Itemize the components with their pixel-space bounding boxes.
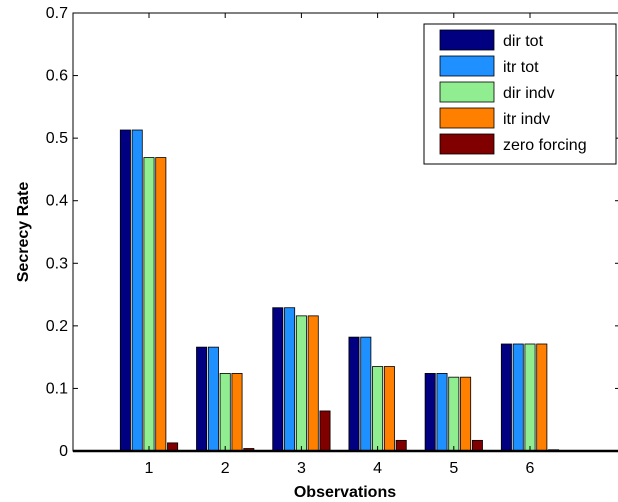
bar-dir-tot-1 xyxy=(119,129,131,452)
bar-zero-forcing-3 xyxy=(319,410,331,452)
bar-itr-tot-4 xyxy=(360,336,372,452)
legend-label-zero-forcing: zero forcing xyxy=(503,137,587,154)
bar-itr-tot-3 xyxy=(284,307,296,452)
y-tick-label: 0.7 xyxy=(46,5,68,22)
y-tick-label: 0.4 xyxy=(46,193,68,210)
bar-dir-tot-6 xyxy=(500,343,512,452)
x-tick-label: 2 xyxy=(221,460,230,477)
bar-zero-forcing-4 xyxy=(395,439,407,452)
bar-itr-tot-2 xyxy=(207,346,219,452)
legend-swatch-dir-indv xyxy=(439,81,495,103)
bar-itr-tot-6 xyxy=(512,343,524,452)
y-axis-title: Secrecy Rate xyxy=(15,182,32,283)
x-tick-label: 6 xyxy=(526,460,535,477)
legend: dir tot itr tot dir indv itr indv zero forci… xyxy=(423,23,617,165)
legend-label-itr-indv: itr indv xyxy=(503,111,550,128)
bars-layer xyxy=(119,129,560,452)
bar-itr-indv-2 xyxy=(231,373,243,452)
bar-zero-forcing-1 xyxy=(167,442,179,452)
legend-swatch-dir-tot xyxy=(439,29,495,51)
bar-dir-indv-3 xyxy=(295,315,307,452)
bar-itr-indv-1 xyxy=(155,157,167,452)
bar-itr-tot-1 xyxy=(131,129,143,452)
x-tick-label: 1 xyxy=(145,460,154,477)
axis-layer: 0 0.1 0.2 0.3 0.4 0.5 0.6 0.7 1 2 3 4 5 6 xyxy=(46,5,618,477)
y-tick-label: 0.2 xyxy=(46,318,68,335)
legend-label-dir-indv: dir indv xyxy=(503,85,555,102)
x-axis-title: Observations xyxy=(294,484,396,501)
bar-dir-indv-2 xyxy=(219,373,231,452)
bar-dir-indv-1 xyxy=(143,157,155,452)
bar-dir-tot-3 xyxy=(272,307,284,452)
bar-itr-indv-4 xyxy=(383,366,395,452)
y-tick-label: 0.5 xyxy=(46,130,68,147)
bar-dir-tot-2 xyxy=(196,346,208,452)
bar-itr-tot-5 xyxy=(436,373,448,452)
x-tick-label: 4 xyxy=(373,460,382,477)
y-tick-label: 0.1 xyxy=(46,380,68,397)
bar-dir-indv-6 xyxy=(524,343,536,452)
y-tick-label: 0.3 xyxy=(46,255,68,272)
legend-label-itr-tot: itr tot xyxy=(503,59,539,76)
bar-dir-tot-5 xyxy=(424,373,436,452)
y-tick-label: 0 xyxy=(59,443,68,460)
bar-itr-indv-6 xyxy=(536,343,548,452)
x-tick-label: 3 xyxy=(297,460,306,477)
legend-swatch-itr-tot xyxy=(439,55,495,77)
legend-swatch-itr-indv xyxy=(439,107,495,129)
legend-swatch-zero-forcing xyxy=(439,133,495,155)
bar-dir-indv-5 xyxy=(448,376,460,452)
bar-itr-indv-5 xyxy=(460,376,472,452)
x-tick-label: 5 xyxy=(449,460,458,477)
bar-dir-indv-4 xyxy=(372,366,384,452)
bar-itr-indv-3 xyxy=(307,315,319,452)
bar-zero-forcing-5 xyxy=(471,439,483,452)
y-tick-label: 0.6 xyxy=(46,68,68,85)
legend-label-dir-tot: dir tot xyxy=(503,33,544,50)
bar-dir-tot-4 xyxy=(348,336,360,452)
